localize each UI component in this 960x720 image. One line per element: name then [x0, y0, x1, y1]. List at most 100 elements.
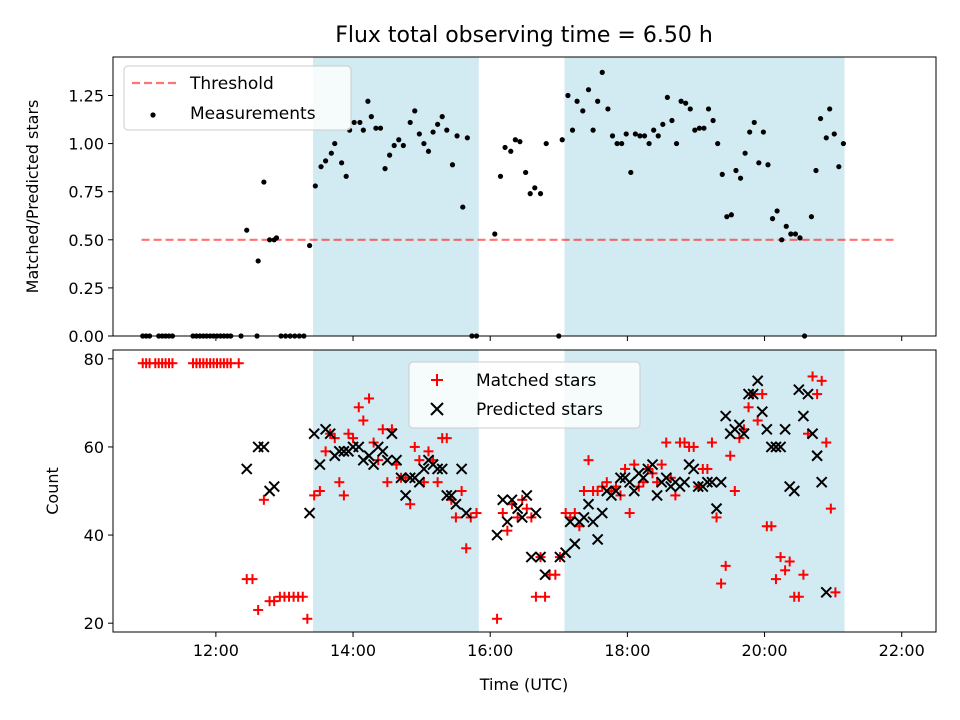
x-tick-label: 14:00	[330, 641, 376, 660]
matched-point	[770, 574, 781, 585]
matched-point	[320, 446, 331, 457]
matched-point	[247, 574, 258, 585]
measurement-point	[705, 106, 712, 112]
predicted-point	[651, 489, 663, 502]
observing-windows-top	[313, 57, 845, 336]
measurement-point	[737, 175, 744, 181]
predicted-point	[701, 476, 714, 488]
predicted-point	[395, 472, 407, 484]
measurement-point	[261, 179, 267, 185]
matched-point	[766, 521, 777, 532]
x-tick-label: 12:00	[193, 641, 239, 660]
legend-threshold-label: Threshold	[189, 74, 274, 94]
predicted-point	[591, 533, 604, 546]
matched-point	[432, 477, 443, 488]
measurement-point	[719, 171, 725, 177]
predicted-point	[569, 538, 581, 550]
measurement-point	[792, 231, 799, 237]
predicted-point	[308, 428, 320, 440]
predicted-point	[719, 410, 732, 422]
matched-point	[807, 371, 818, 382]
measurement-point	[430, 129, 436, 135]
measurement-point	[683, 100, 689, 106]
matched-point	[461, 543, 472, 554]
predicted-point	[268, 480, 280, 493]
measurement-point	[797, 235, 803, 241]
measurement-point	[651, 127, 657, 133]
predicted-point	[715, 476, 727, 488]
matched-point	[706, 437, 717, 448]
measurement-point	[765, 162, 771, 168]
measurement-point	[407, 119, 413, 126]
matched-point	[382, 477, 393, 488]
measurement-point	[508, 148, 514, 154]
measurement-point	[382, 166, 388, 172]
matched-point	[784, 556, 795, 567]
measurement-point	[655, 133, 661, 139]
predicted-point	[797, 410, 810, 422]
measurement-point	[687, 106, 693, 112]
matched-point	[821, 437, 832, 448]
predicted-point	[614, 472, 627, 484]
measurement-point	[813, 167, 819, 174]
measurement-point	[673, 140, 680, 147]
measurement-point	[318, 164, 324, 170]
matched-point	[233, 358, 244, 369]
predicted-point	[623, 476, 636, 488]
top-y-axis: 0.00 0.25 0.50 0.75 1.00 1.25	[68, 86, 113, 346]
measurement-point	[543, 140, 549, 147]
legend-matched-label: Matched stars	[476, 371, 596, 391]
matched-point	[414, 455, 425, 466]
measurement-point	[416, 131, 422, 137]
predicted-point	[399, 489, 412, 502]
measurement-point	[823, 135, 829, 141]
predicted-point	[761, 423, 773, 436]
predicted-point	[582, 498, 595, 510]
measurement-point	[599, 69, 605, 75]
predicted-point	[756, 405, 768, 418]
measurement-point	[425, 148, 432, 154]
predicted-point	[774, 441, 787, 453]
measurement-point	[332, 140, 338, 147]
predicted-point	[559, 546, 572, 559]
matched-point	[780, 565, 791, 576]
predicted-point	[646, 458, 659, 471]
measurement-point	[836, 164, 842, 170]
matched-point	[550, 569, 561, 580]
matched-point	[752, 415, 763, 426]
predicted-point	[338, 445, 350, 458]
matched-point	[405, 499, 416, 510]
measurement-point	[756, 160, 762, 166]
matched-point	[269, 596, 280, 607]
predicted-point	[820, 586, 832, 599]
bottom-y-axis: 20 40 60 80	[84, 350, 113, 633]
legend-measurements-label: Measurements	[190, 104, 316, 124]
legend-matched-swatch	[431, 374, 443, 386]
measurement-point	[373, 125, 379, 131]
measurement-point	[590, 127, 596, 133]
measurement-point	[439, 114, 445, 120]
matched-point	[679, 437, 690, 448]
measurement-point	[449, 162, 456, 168]
top-axes-frame	[112, 56, 937, 337]
matched-point	[670, 490, 681, 501]
matched-point	[825, 503, 836, 514]
matched-point	[743, 402, 754, 413]
predicted-point	[802, 388, 814, 400]
measurement-point	[266, 237, 273, 243]
matched-point	[530, 591, 541, 602]
measurement-point	[574, 98, 580, 104]
predicted-point	[511, 502, 524, 515]
predicted-point	[779, 423, 791, 436]
matched-point	[334, 477, 345, 488]
matched-point	[702, 463, 713, 474]
matched-point	[560, 508, 571, 519]
predicted-point	[525, 551, 538, 563]
predicted-point	[637, 472, 650, 484]
predicted-point	[678, 476, 691, 488]
predicted-point	[491, 529, 503, 541]
measurement-point	[569, 127, 576, 133]
measurement-point	[710, 117, 716, 124]
measurement-point	[532, 185, 538, 191]
